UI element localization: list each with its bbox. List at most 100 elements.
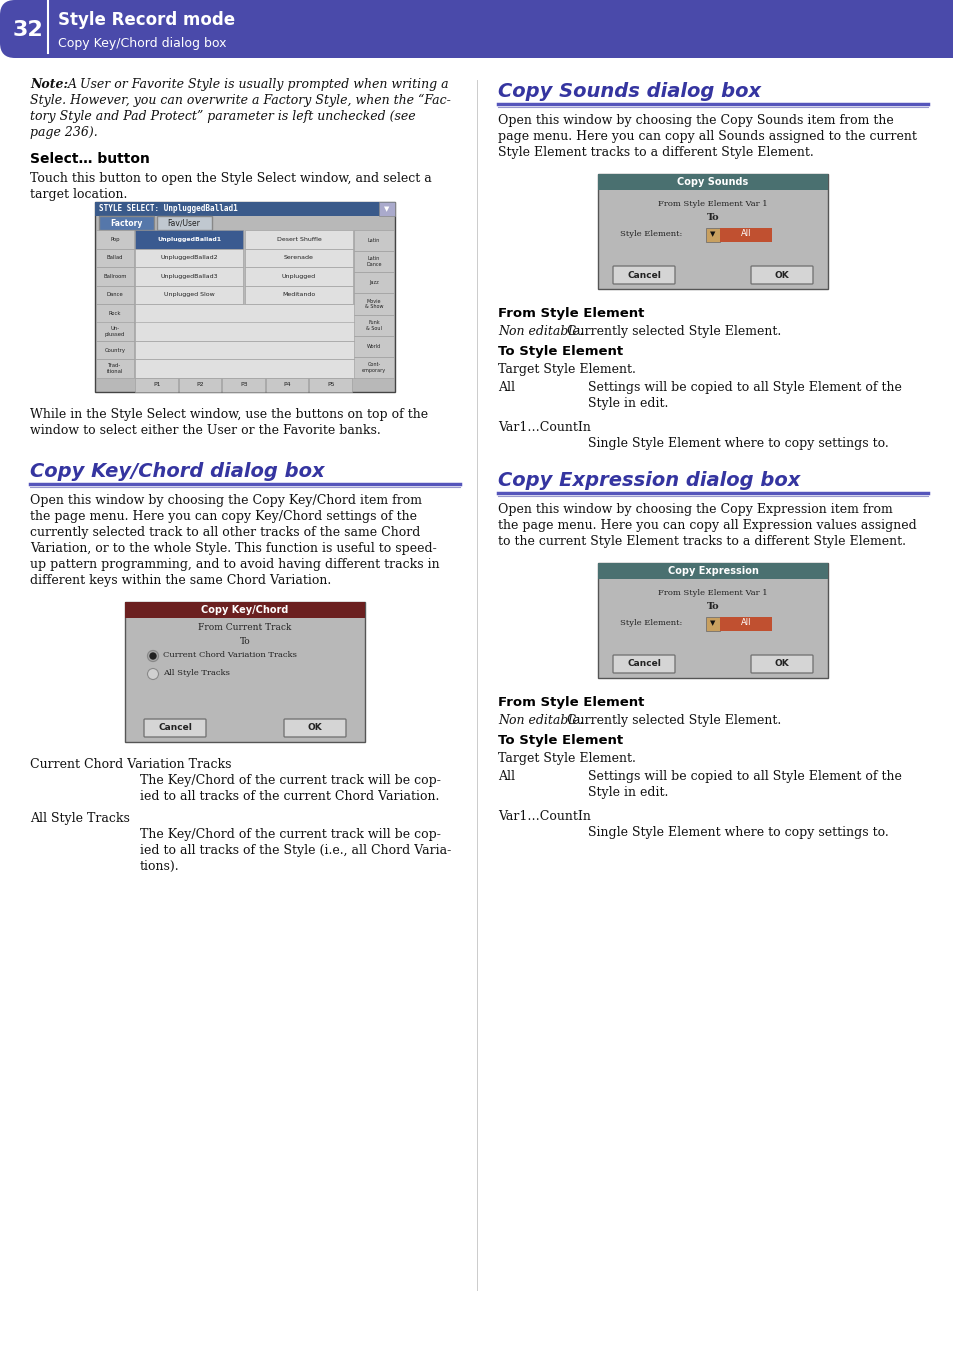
Bar xyxy=(96,230,133,248)
Bar xyxy=(135,359,355,378)
Text: ▼: ▼ xyxy=(384,207,389,212)
Text: Cont-
emporary: Cont- emporary xyxy=(361,362,386,373)
Text: Un-
plussed: Un- plussed xyxy=(105,327,125,338)
Text: To: To xyxy=(706,602,719,612)
Text: Copy Key/Chord dialog box: Copy Key/Chord dialog box xyxy=(58,38,226,50)
Circle shape xyxy=(148,651,158,661)
Text: Factory: Factory xyxy=(110,219,142,228)
Text: To: To xyxy=(239,637,250,647)
Bar xyxy=(354,336,394,356)
Text: currently selected track to all other tracks of the same Chord: currently selected track to all other tr… xyxy=(30,526,420,539)
Bar xyxy=(96,248,133,267)
Bar xyxy=(266,378,308,392)
Text: The Key/Chord of the current track will be cop-: The Key/Chord of the current track will … xyxy=(140,774,440,787)
Text: All: All xyxy=(740,618,750,628)
Text: ▼: ▼ xyxy=(710,620,715,626)
Text: Cancel: Cancel xyxy=(158,724,192,733)
Text: P5: P5 xyxy=(327,382,335,387)
Bar xyxy=(135,248,243,267)
Text: Target Style Element.: Target Style Element. xyxy=(497,752,636,765)
FancyBboxPatch shape xyxy=(0,0,953,58)
Text: OK: OK xyxy=(774,660,788,668)
Text: ied to all tracks of the current Chord Variation.: ied to all tracks of the current Chord V… xyxy=(140,790,439,803)
Bar xyxy=(720,617,771,630)
Bar xyxy=(720,228,771,242)
Text: Copy Sounds dialog box: Copy Sounds dialog box xyxy=(497,82,760,101)
Bar xyxy=(135,342,355,359)
Text: P3: P3 xyxy=(240,382,248,387)
Text: the page menu. Here you can copy all Expression values assigned: the page menu. Here you can copy all Exp… xyxy=(497,518,916,532)
Text: tions).: tions). xyxy=(140,860,179,873)
Text: Ballroom: Ballroom xyxy=(103,274,127,278)
Text: Style Record mode: Style Record mode xyxy=(58,11,234,28)
Text: Copy Sounds: Copy Sounds xyxy=(677,177,748,188)
Bar xyxy=(354,251,394,273)
Bar xyxy=(125,602,365,743)
Bar xyxy=(222,378,265,392)
Bar xyxy=(125,602,365,618)
Text: window to select either the User or the Favorite banks.: window to select either the User or the … xyxy=(30,424,380,437)
Bar xyxy=(245,230,353,248)
Text: Trad-
itional: Trad- itional xyxy=(107,363,123,374)
Text: Meditando: Meditando xyxy=(282,292,315,297)
Bar xyxy=(245,267,353,285)
Text: page menu. Here you can copy all Sounds assigned to the current: page menu. Here you can copy all Sounds … xyxy=(497,130,916,143)
Bar xyxy=(96,285,133,304)
Text: Currently selected Style Element.: Currently selected Style Element. xyxy=(562,325,781,338)
Text: Var1…CountIn: Var1…CountIn xyxy=(497,810,590,824)
Text: Touch this button to open the Style Select window, and select a: Touch this button to open the Style Sele… xyxy=(30,171,432,185)
Text: All: All xyxy=(497,381,515,394)
Text: ▼: ▼ xyxy=(710,231,715,238)
Text: Dance: Dance xyxy=(107,292,123,297)
Text: Target Style Element.: Target Style Element. xyxy=(497,363,636,377)
FancyBboxPatch shape xyxy=(613,266,675,283)
Bar xyxy=(96,342,133,359)
Text: Current Chord Variation Tracks: Current Chord Variation Tracks xyxy=(30,757,232,771)
Text: To: To xyxy=(706,213,719,223)
FancyBboxPatch shape xyxy=(750,655,812,674)
Text: Unplugged: Unplugged xyxy=(282,274,315,278)
Bar xyxy=(598,563,827,678)
Text: UnpluggedBallad2: UnpluggedBallad2 xyxy=(160,255,217,261)
Bar xyxy=(354,293,394,315)
Text: to the current Style Element tracks to a different Style Element.: to the current Style Element tracks to a… xyxy=(497,535,905,548)
Bar xyxy=(354,230,394,251)
FancyBboxPatch shape xyxy=(613,655,675,674)
Text: Var1…CountIn: Var1…CountIn xyxy=(497,421,590,433)
Bar xyxy=(135,230,243,248)
Text: Non editable.: Non editable. xyxy=(497,714,583,728)
Text: UnpluggedBallad3: UnpluggedBallad3 xyxy=(160,274,217,278)
Bar xyxy=(354,356,394,378)
Text: World: World xyxy=(367,344,381,348)
Bar xyxy=(598,174,827,190)
Text: Country: Country xyxy=(105,348,126,352)
Text: Variation, or to the whole Style. This function is useful to speed-: Variation, or to the whole Style. This f… xyxy=(30,541,436,555)
Bar xyxy=(705,228,720,242)
Bar xyxy=(157,216,212,230)
Text: Serenade: Serenade xyxy=(284,255,314,261)
Bar xyxy=(378,202,395,216)
Bar xyxy=(135,323,355,342)
Bar xyxy=(705,617,720,630)
Text: P1: P1 xyxy=(152,382,160,387)
Text: Select… button: Select… button xyxy=(30,153,150,166)
Text: Cancel: Cancel xyxy=(626,660,660,668)
Bar xyxy=(135,378,177,392)
Text: From Current Track: From Current Track xyxy=(198,624,292,633)
Text: up pattern programming, and to avoid having different tracks in: up pattern programming, and to avoid hav… xyxy=(30,558,439,571)
Text: Ballad: Ballad xyxy=(107,255,123,261)
Text: Settings will be copied to all Style Element of the: Settings will be copied to all Style Ele… xyxy=(587,381,901,394)
Text: Jazz: Jazz xyxy=(369,281,378,285)
Text: Style. However, you can overwrite a Factory Style, when the “Fac-: Style. However, you can overwrite a Fact… xyxy=(30,95,451,107)
Text: Style Element:: Style Element: xyxy=(619,230,681,238)
Text: P4: P4 xyxy=(283,382,291,387)
Bar xyxy=(135,267,243,285)
Text: From Style Element: From Style Element xyxy=(497,697,643,709)
Text: Style in edit.: Style in edit. xyxy=(587,786,668,799)
Text: ied to all tracks of the Style (i.e., all Chord Varia-: ied to all tracks of the Style (i.e., al… xyxy=(140,844,451,857)
Text: Open this window by choosing the Copy Key/Chord item from: Open this window by choosing the Copy Ke… xyxy=(30,494,421,508)
Bar xyxy=(135,304,355,323)
Bar xyxy=(178,378,221,392)
Text: Unplugged Slow: Unplugged Slow xyxy=(164,292,214,297)
Bar xyxy=(309,378,352,392)
